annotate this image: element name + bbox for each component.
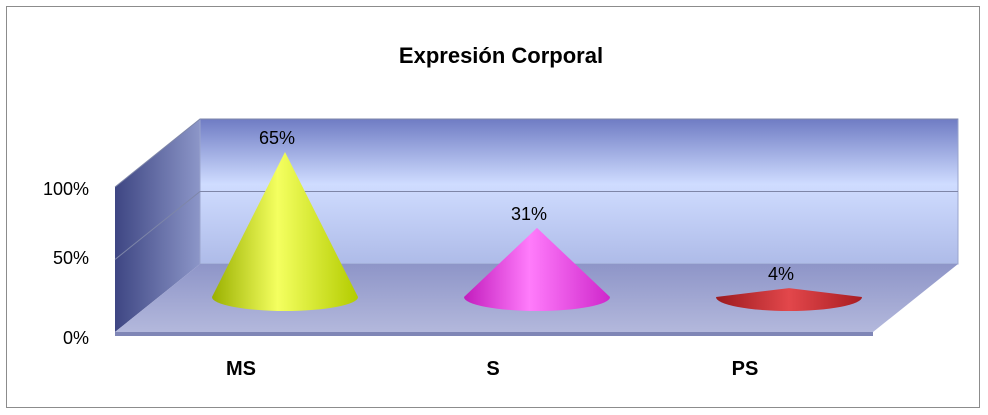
series: 65% 31% 4% [212, 128, 862, 311]
data-label: 4% [768, 264, 794, 284]
y-tick-label: 0% [63, 328, 89, 348]
cone-ms [212, 152, 358, 311]
category-label: MS [226, 358, 256, 380]
gridline [114, 118, 201, 188]
gridlines [114, 118, 958, 260]
cone-ps [716, 288, 862, 311]
cone-chart: Expresión Corporal 0% 50% 100% 65%31%4% … [43, 43, 959, 380]
gridline [114, 191, 201, 260]
category-label: S [486, 358, 499, 380]
y-tick-label: 50% [53, 248, 89, 268]
cone-s [464, 227, 610, 311]
chart-title: Expresión Corporal [399, 43, 603, 68]
category-label: PS [732, 358, 759, 380]
y-tick-label: 100% [43, 179, 89, 199]
floor-front-edge [115, 332, 873, 336]
data-label: 65% [259, 128, 295, 148]
chart-area: Expresión Corporal 0% 50% 100% 65% 31% 4% … [6, 6, 980, 408]
data-label: 31% [511, 204, 547, 224]
